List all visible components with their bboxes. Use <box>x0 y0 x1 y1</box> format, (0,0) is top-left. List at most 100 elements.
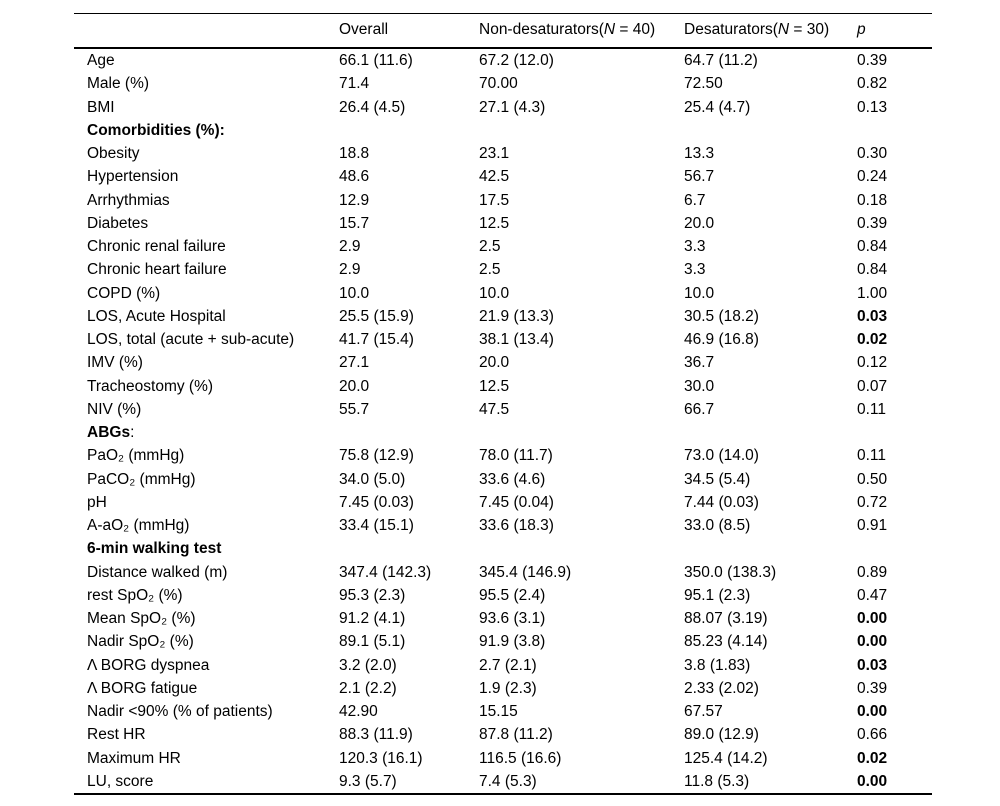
cell-non-desaturators: 2.5 <box>479 238 501 255</box>
table-row: COPD (%) 10.0 10.0 10.0 1.00 <box>74 282 932 305</box>
row-label: Nadir <90% (% of patients) <box>87 703 273 720</box>
cell-desaturators: 20.0 <box>684 214 715 232</box>
row-label: Arrhythmias <box>87 191 170 209</box>
cell-non-desaturators: 91.9 (3.8) <box>479 633 546 651</box>
table-row: Nadir <90% (% of patients) 42.90 15.15 67.5… <box>74 700 932 723</box>
table-row: Nadir SpO₂ (%) 89.1 (5.1) 91.9 (3.8) 85.23 … <box>74 630 932 653</box>
cell-desaturators: 7.44 (0.03) <box>684 493 759 511</box>
row-label: LOS, total (acute + sub-acute) <box>87 331 295 348</box>
cell-non-desaturators: 95.5 (2.4) <box>479 586 546 604</box>
cell-overall: 48.6 <box>339 168 370 186</box>
cell-overall: 33.4 (15.1) <box>339 517 414 534</box>
cell-overall: 95.3 (2.3) <box>339 586 406 604</box>
cell-p-value: 0.00 <box>857 633 888 651</box>
table-row: LU, score 9.3 (5.7) 7.4 (5.3) 11.8 (5.3) 0.0… <box>74 770 932 794</box>
cell-desaturators: 34.5 (5.4) <box>684 470 751 488</box>
cell-desaturators: 66.7 <box>684 400 715 418</box>
cell-overall: 88.3 (11.9) <box>339 726 413 744</box>
document-page: Overall Non-desaturators(N = 40) Desatur… <box>74 13 932 795</box>
cell-overall: 66.1 (11.6) <box>339 52 413 69</box>
row-label: Distance walked (m) <box>87 563 228 581</box>
cell-overall: 25.5 (15.9) <box>339 307 414 325</box>
row-label: PaO₂ (mmHg) <box>87 447 185 465</box>
cell-desaturators: 25.4 (4.7) <box>684 98 751 116</box>
cell-desaturators: 10.0 <box>684 284 715 302</box>
cell-desaturators: 95.1 (2.3) <box>684 586 751 604</box>
cell-p-value: 0.00 <box>857 610 888 627</box>
cell-overall: 2.1 (2.2) <box>339 679 397 697</box>
row-label: Male (%) <box>87 75 150 93</box>
cell-overall: 7.45 (0.03) <box>339 493 414 511</box>
cell-desaturators: 46.9 (16.8) <box>684 331 759 348</box>
cell-desaturators: 350.0 (138.3) <box>684 563 777 581</box>
cell-p-value: 0.39 <box>857 679 888 697</box>
row-label: PaCO₂ (mmHg) <box>87 470 196 488</box>
cell-p-value: 0.13 <box>857 98 888 116</box>
cell-desaturators <box>684 421 857 444</box>
baseline-characteristics-table: Overall Non-desaturators(N = 40) Desatur… <box>74 13 932 795</box>
cell-desaturators: 2.33 (2.02) <box>684 679 759 697</box>
table-row: 6-min walking test <box>74 537 932 560</box>
cell-p-value: 0.12 <box>857 354 888 372</box>
cell-desaturators: 33.0 (8.5) <box>684 517 751 534</box>
row-label: Mean SpO₂ (%) <box>87 610 196 627</box>
table-row: Maximum HR 120.3 (16.1) 116.5 (16.6) 125.4 … <box>74 747 932 770</box>
table-row: Chronic renal failure 2.9 2.5 3.3 0.84 <box>74 235 932 258</box>
cell-p-value: 0.07 <box>857 377 888 395</box>
cell-desaturators: 85.23 (4.14) <box>684 633 768 651</box>
cell-overall: 12.9 <box>339 191 370 209</box>
table-row: ABGs: <box>74 421 932 444</box>
table-row: Male (%) 71.4 70.00 72.50 0.82 <box>74 72 932 95</box>
table-row: NIV (%) 55.7 47.5 66.7 0.11 <box>74 398 932 421</box>
cell-desaturators <box>684 119 857 142</box>
cell-desaturators: 11.8 (5.3) <box>684 772 750 790</box>
row-label: BMI <box>87 98 115 116</box>
table-row: Λ BORG fatigue 2.1 (2.2) 1.9 (2.3) 2.33 (2.… <box>74 677 932 700</box>
cell-desaturators: 30.5 (18.2) <box>684 307 759 325</box>
cell-non-desaturators <box>479 421 684 444</box>
cell-p-value: 0.24 <box>857 168 888 186</box>
table-row: PaO₂ (mmHg) 75.8 (12.9) 78.0 (11.7) 73.0 (1… <box>74 444 932 467</box>
cell-p-value <box>857 421 932 444</box>
cell-non-desaturators: 2.5 <box>479 261 501 279</box>
cell-p-value: 0.03 <box>857 307 888 325</box>
table-row: Λ BORG dyspnea 3.2 (2.0) 2.7 (2.1) 3.8 (1.8… <box>74 654 932 677</box>
cell-non-desaturators: 2.7 (2.1) <box>479 656 537 674</box>
cell-non-desaturators: 23.1 <box>479 145 510 162</box>
cell-non-desaturators: 27.1 (4.3) <box>479 98 546 116</box>
cell-desaturators <box>684 537 857 560</box>
table-row: Age 66.1 (11.6) 67.2 (12.0) 64.7 (11.2) 0.39 <box>74 48 932 72</box>
row-label: LU, score <box>87 772 154 790</box>
table-row: A-aO₂ (mmHg) 33.4 (15.1) 33.6 (18.3) 33.0 (… <box>74 514 932 537</box>
cell-overall: 75.8 (12.9) <box>339 447 414 465</box>
table-row: LOS, Acute Hospital 25.5 (15.9) 21.9 (13.3… <box>74 305 932 328</box>
row-label: Nadir SpO₂ (%) <box>87 633 194 651</box>
row-label: A-aO₂ (mmHg) <box>87 517 190 534</box>
cell-desaturators: 125.4 (14.2) <box>684 749 768 767</box>
cell-p-value: 0.72 <box>857 493 888 511</box>
cell-non-desaturators: 78.0 (11.7) <box>479 447 553 465</box>
cell-p-value <box>857 119 932 142</box>
cell-non-desaturators: 17.5 <box>479 191 510 209</box>
cell-overall: 41.7 (15.4) <box>339 331 414 348</box>
table-row: rest SpO₂ (%) 95.3 (2.3) 95.5 (2.4) 95.1 (2… <box>74 584 932 607</box>
table-row: Rest HR 88.3 (11.9) 87.8 (11.2) 89.0 (12.9)… <box>74 723 932 746</box>
cell-p-value <box>857 537 932 560</box>
row-label: Λ BORG dyspnea <box>87 656 210 674</box>
cell-desaturators: 3.3 <box>684 261 706 279</box>
row-label: rest SpO₂ (%) <box>87 586 183 604</box>
cell-non-desaturators: 87.8 (11.2) <box>479 726 553 744</box>
col-header-desaturators: Desaturators(N = 30) <box>684 13 857 49</box>
cell-p-value: 0.89 <box>857 563 888 581</box>
header-row: Overall Non-desaturators(N = 40) Desatur… <box>74 13 932 49</box>
row-label: pH <box>87 493 107 511</box>
table-row: Hypertension 48.6 42.5 56.7 0.24 <box>74 165 932 188</box>
table-row: Mean SpO₂ (%) 91.2 (4.1) 93.6 (3.1) 88.07 (… <box>74 607 932 630</box>
cell-non-desaturators: 1.9 (2.3) <box>479 679 537 697</box>
cell-p-value: 0.18 <box>857 191 888 209</box>
cell-overall: 55.7 <box>339 400 370 418</box>
cell-non-desaturators: 10.0 <box>479 284 510 302</box>
cell-overall: 347.4 (142.3) <box>339 563 432 581</box>
row-label: Obesity <box>87 145 140 162</box>
cell-p-value: 0.00 <box>857 703 888 720</box>
